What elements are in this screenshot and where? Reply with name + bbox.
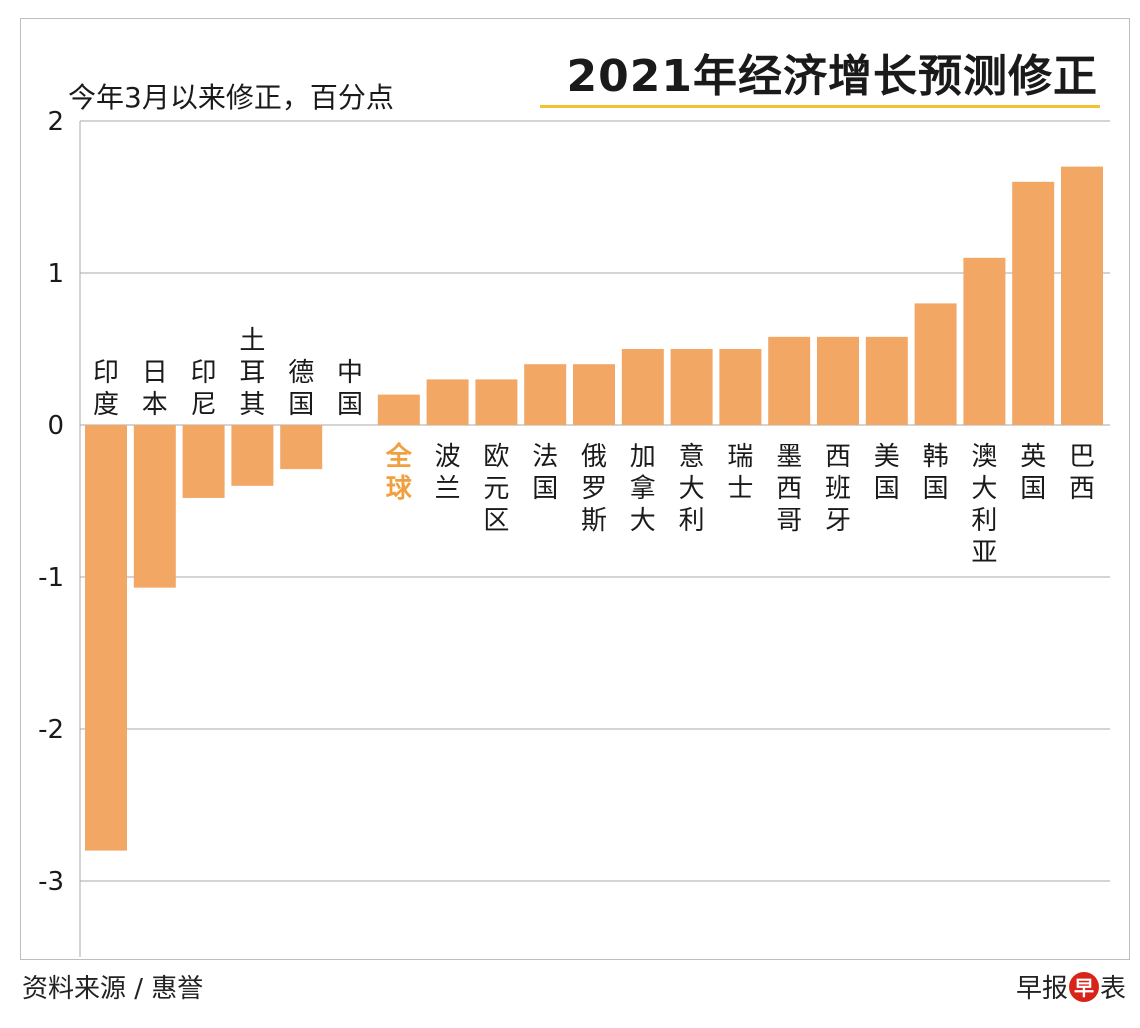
bar-12 <box>621 349 664 425</box>
y-tick-label: 0 <box>47 411 64 441</box>
bar-1 <box>85 425 127 851</box>
bar-20 <box>1012 181 1055 425</box>
bar-3 <box>182 425 225 498</box>
bar-21 <box>1061 166 1103 425</box>
source-note: 资料来源 / 惠誉 <box>22 974 204 1004</box>
category-label: 德国 <box>288 358 314 420</box>
bar-9 <box>475 379 518 425</box>
bar-2 <box>133 425 176 588</box>
brand-suffix: 表 <box>1099 974 1126 1004</box>
category-label: 韩国 <box>923 442 949 504</box>
category-labels: 印度日本印尼土耳其德国中国全球波兰欧元区法国俄罗斯加拿大意大利瑞士墨西哥西班牙美… <box>93 326 1095 568</box>
y-tick-label: 1 <box>47 259 64 289</box>
category-label: 波兰 <box>435 442 461 504</box>
bar-18 <box>914 303 957 425</box>
category-label: 印度 <box>93 358 119 420</box>
bar-8 <box>426 379 469 425</box>
category-label: 欧元区 <box>483 442 509 536</box>
category-label: 日本 <box>142 358 168 420</box>
bar-7 <box>377 394 420 425</box>
category-label: 巴西 <box>1069 442 1095 504</box>
bar-10 <box>524 364 567 425</box>
category-label: 土耳其 <box>239 326 265 420</box>
title-underline <box>540 105 1100 108</box>
grid-lines <box>79 120 1110 957</box>
category-label: 印尼 <box>191 358 217 420</box>
category-label: 全球 <box>385 441 413 504</box>
y-tick-label: -2 <box>38 715 64 745</box>
category-label: 俄罗斯 <box>581 442 607 536</box>
brand-mark: 早报 早 表 <box>1016 968 1126 1005</box>
category-label: 西班牙 <box>825 442 851 536</box>
bar-17 <box>865 336 908 425</box>
y-tick-label: 2 <box>47 107 64 137</box>
bar-19 <box>963 257 1006 425</box>
y-tick-label: -1 <box>38 563 64 593</box>
category-label: 美国 <box>874 442 900 504</box>
chart-title: 2021年经济增长预测修正 <box>566 51 1098 102</box>
brand-logo-icon: 早 <box>1068 971 1099 1002</box>
category-label: 墨西哥 <box>776 442 802 536</box>
y-tick-label: -3 <box>38 867 64 897</box>
category-label: 中国 <box>337 358 363 420</box>
category-label: 加拿大 <box>630 442 656 536</box>
bar-16 <box>817 336 859 425</box>
bar-13 <box>670 349 713 425</box>
category-label: 英国 <box>1020 442 1046 504</box>
bar-5 <box>280 425 323 470</box>
bar-15 <box>768 336 811 425</box>
bar-11 <box>573 364 615 425</box>
brand-prefix: 早报 <box>1015 974 1068 1004</box>
chart-subtitle: 今年3月以来修正，百分点 <box>68 81 394 114</box>
y-axis-ticks: 2 1 0 -1 -2 -3 <box>38 107 64 897</box>
bar-4 <box>231 425 274 486</box>
category-label: 法国 <box>532 442 558 504</box>
category-label: 澳大利亚 <box>971 442 997 568</box>
category-label: 意大利 <box>679 442 705 536</box>
category-label: 瑞士 <box>727 442 753 504</box>
bar-14 <box>719 349 762 425</box>
bars <box>85 166 1103 851</box>
